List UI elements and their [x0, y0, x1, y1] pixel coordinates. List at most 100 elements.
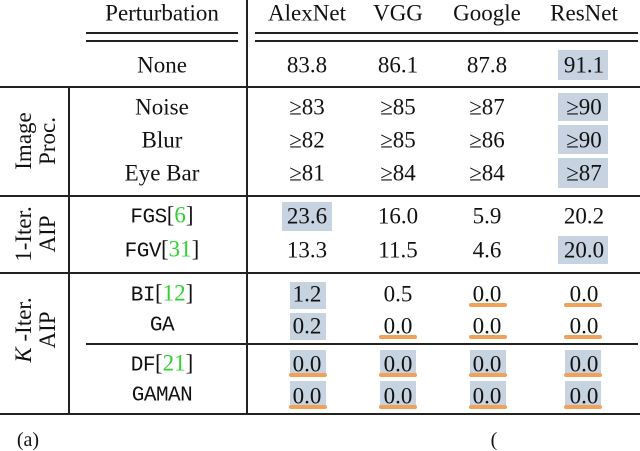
- group-one-iter-line1: 1-Iter.: [10, 206, 36, 262]
- highlight-eyebar-resnet: [558, 158, 608, 188]
- highlight-df-alexnet: [290, 350, 326, 377]
- group-label-one-iter: 1-Iter. AIP: [10, 206, 60, 262]
- rule-bottom: [0, 413, 640, 415]
- highlight-none-resnet: [558, 50, 608, 80]
- footer-caption-right: (: [490, 429, 498, 451]
- row-bi-google: 0.0: [472, 281, 502, 307]
- row-bi-resnet: 0.0: [569, 281, 599, 307]
- row-blur-vgg: ≥85: [380, 127, 416, 153]
- row-ga-label: GA: [149, 314, 175, 338]
- footer-caption-left: (a): [16, 429, 40, 451]
- row-fgv-alexnet: 13.3: [286, 237, 328, 263]
- header-rule-left-2: [86, 40, 238, 42]
- underline-bi-google: [469, 303, 507, 307]
- underline-df-vgg: [379, 373, 417, 377]
- header-vgg: VGG: [373, 0, 423, 26]
- row-bi-bracket-close: ]: [185, 280, 194, 306]
- row-fgv-citation[interactable]: 31: [168, 236, 192, 262]
- underline-gaman-alexnet: [289, 405, 327, 409]
- row-fgs-label: FGS: [130, 206, 167, 230]
- row-ga-vgg: 0.0: [383, 313, 413, 339]
- row-none-vgg: 86.1: [377, 52, 419, 78]
- row-fgv-vgg: 11.5: [378, 237, 418, 263]
- row-fgv-label-wrap: FGV[31]: [125, 238, 200, 263]
- highlight-gaman-resnet: [565, 381, 601, 408]
- row-ga-alexnet: 0.2: [292, 313, 322, 339]
- row-fgs-alexnet: 23.6: [286, 203, 328, 229]
- rule-after-none: [0, 86, 640, 88]
- highlight-fgs-alexnet: [282, 202, 332, 231]
- underline-bi-resnet: [564, 303, 602, 307]
- row-gaman-resnet: 0.0: [569, 383, 599, 409]
- row-bi-alexnet: 1.2: [292, 281, 322, 307]
- row-fgv-bracket-open: [: [160, 236, 169, 262]
- highlight-gaman-alexnet: [290, 381, 326, 408]
- header-rule-right-1: [255, 32, 638, 34]
- underline-ga-google: [469, 335, 507, 339]
- row-fgv-label: FGV: [124, 240, 162, 264]
- row-fgv-resnet: 20.0: [563, 237, 605, 263]
- highlight-ga-alexnet: [290, 313, 326, 340]
- underline-gaman-vgg: [379, 405, 417, 409]
- highlight-fgv-resnet: [558, 236, 608, 264]
- row-bi-bracket-open: [: [154, 280, 163, 306]
- row-none-alexnet: 83.8: [286, 52, 328, 78]
- rule-after-one-iter: [0, 272, 640, 274]
- row-df-vgg: 0.0: [383, 351, 413, 377]
- highlight-gaman-vgg: [380, 381, 416, 408]
- row-df-citation[interactable]: 21: [162, 350, 186, 376]
- row-fgs-citation[interactable]: 6: [174, 202, 186, 228]
- group-k-iter-suffix: -Iter.: [10, 297, 36, 348]
- col-rule-left: [68, 86, 70, 414]
- row-noise-label: Noise: [135, 94, 189, 120]
- row-ga-resnet: 0.0: [569, 313, 599, 339]
- row-fgs-bracket-open: [: [166, 202, 175, 228]
- row-fgs-google: 5.9: [472, 203, 502, 229]
- row-noise-alexnet: ≥83: [289, 94, 325, 120]
- row-df-alexnet: 0.0: [292, 351, 322, 377]
- underline-df-resnet: [564, 373, 602, 377]
- group-image-proc-line2: Proc.: [35, 117, 60, 165]
- group-k-iter-k: K: [10, 347, 36, 363]
- row-bi-citation[interactable]: 12: [162, 280, 186, 306]
- highlight-df-google: [470, 350, 506, 377]
- highlight-df-vgg: [380, 350, 416, 377]
- row-ga-google: 0.0: [472, 313, 502, 339]
- rule-k-iter-inner: [86, 343, 638, 345]
- highlight-blur-resnet: [558, 125, 608, 154]
- row-none-google: 87.8: [466, 52, 508, 78]
- row-gaman-label: GAMAN: [131, 384, 193, 408]
- row-blur-resnet: ≥90: [566, 127, 602, 153]
- group-image-proc-line1: Image: [10, 112, 36, 170]
- row-noise-resnet: ≥90: [566, 94, 602, 120]
- underline-gaman-resnet: [564, 405, 602, 409]
- underline-ga-resnet: [564, 335, 602, 339]
- row-df-bracket-open: [: [154, 350, 163, 376]
- group-k-iter-line1: K -Iter.: [10, 297, 36, 363]
- row-fgs-resnet: 20.2: [563, 203, 605, 229]
- row-df-label: DF: [130, 354, 156, 378]
- highlight-bi-alexnet: [290, 282, 326, 309]
- row-fgs-bracket-close: ]: [185, 202, 194, 228]
- highlight-df-resnet: [565, 350, 601, 377]
- row-gaman-google: 0.0: [472, 383, 502, 409]
- group-label-image-proc: Image Proc.: [10, 112, 60, 170]
- row-blur-label: Blur: [141, 127, 183, 153]
- header-rule-left-1: [86, 32, 238, 34]
- row-noise-google: ≥87: [469, 94, 505, 120]
- row-eyebar-label: Eye Bar: [124, 160, 200, 186]
- header-resnet: ResNet: [550, 0, 618, 26]
- highlight-noise-resnet: [558, 93, 608, 121]
- row-fgv-google: 4.6: [472, 237, 502, 263]
- row-df-label-wrap: DF[21]: [131, 352, 194, 377]
- row-fgs-label-wrap: FGS[6]: [130, 204, 193, 229]
- underline-df-google: [469, 373, 507, 377]
- row-fgs-vgg: 16.0: [377, 203, 419, 229]
- row-bi-label: BI: [130, 284, 156, 308]
- rule-after-image-proc: [0, 195, 640, 197]
- row-eyebar-resnet: ≥87: [566, 160, 602, 186]
- row-bi-vgg: 0.5: [383, 281, 413, 307]
- underline-df-alexnet: [289, 373, 327, 377]
- row-noise-vgg: ≥85: [380, 94, 416, 120]
- row-blur-google: ≥86: [469, 127, 505, 153]
